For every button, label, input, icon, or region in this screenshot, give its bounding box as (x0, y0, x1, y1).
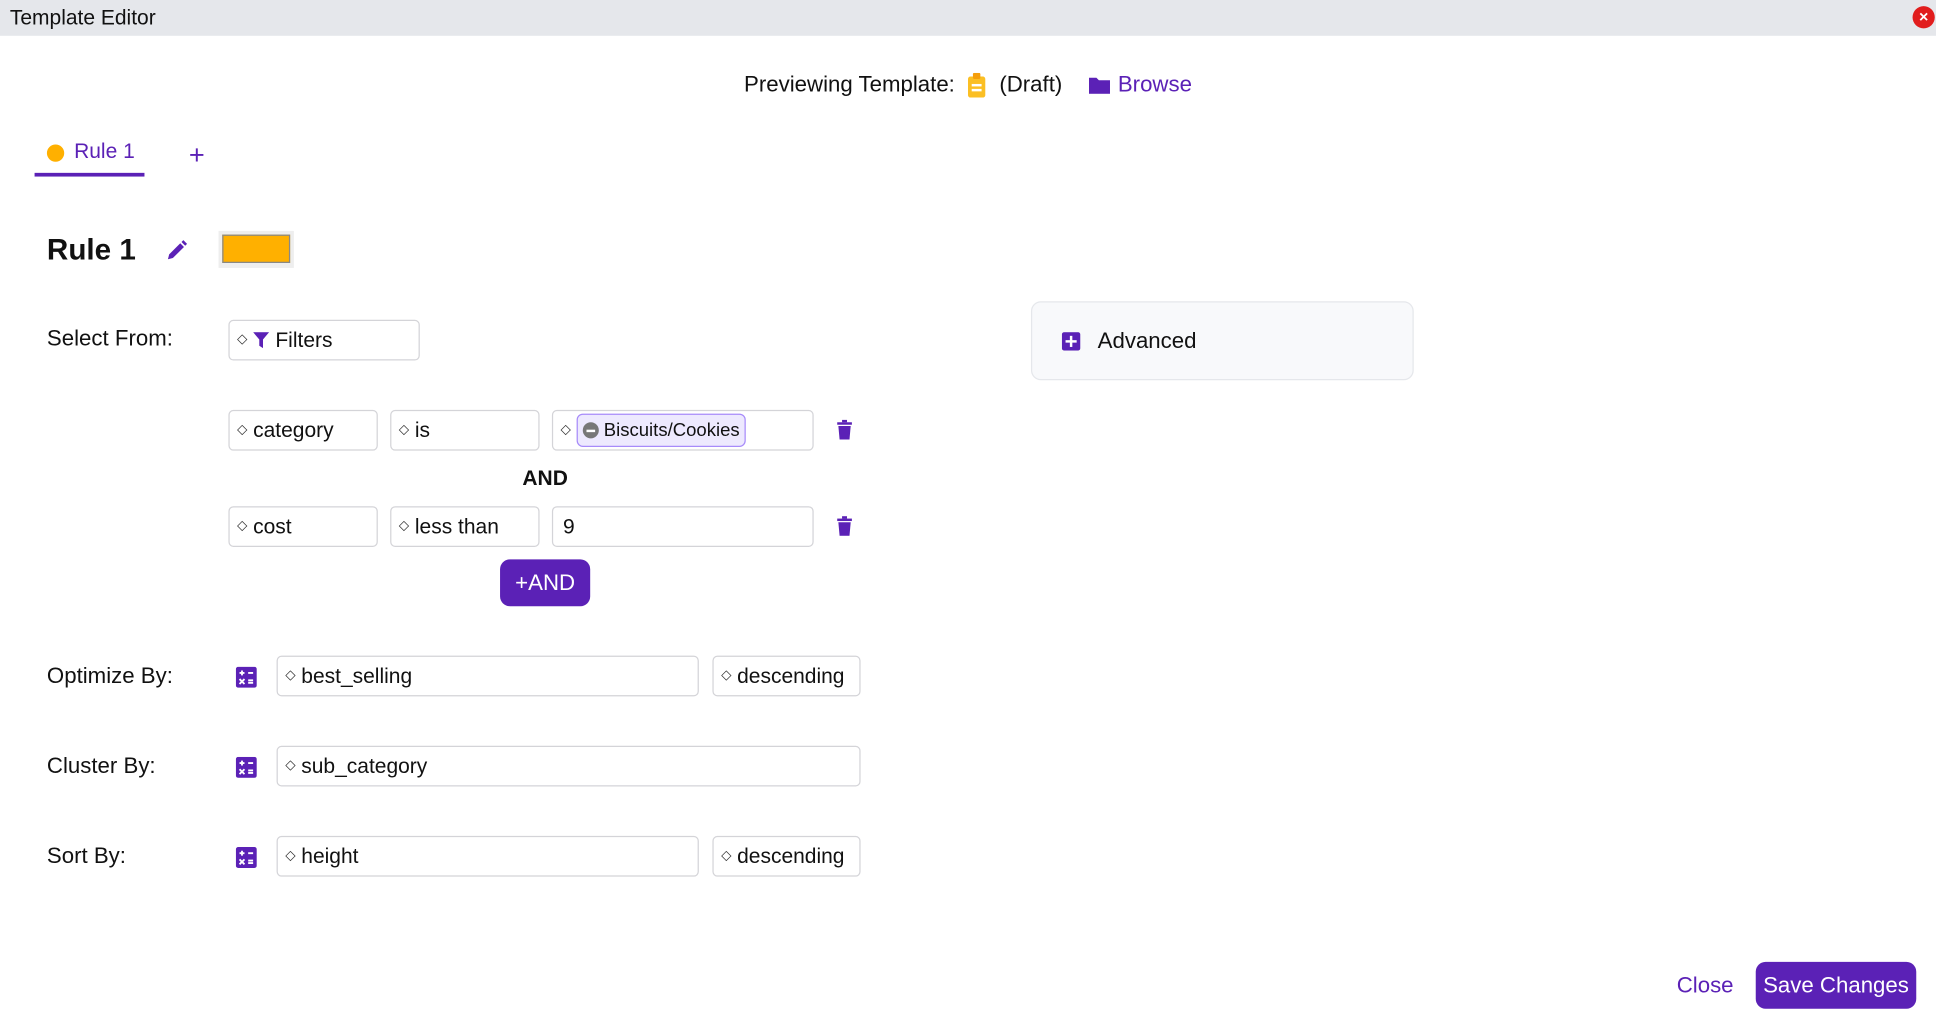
browse-label: Browse (1117, 71, 1192, 97)
chevron-updown-icon: ◇ (398, 422, 410, 438)
draft-status: (Draft) (999, 71, 1063, 97)
chevron-updown-icon: ◇ (285, 667, 296, 683)
filter-operator-value: less than (414, 514, 499, 538)
chevron-updown-icon: ◇ (285, 758, 296, 773)
chevron-updown-icon: ◇ (285, 848, 296, 864)
rule-color-dot (46, 144, 65, 162)
sort-by-label: Sort By: (46, 843, 126, 868)
chevron-updown-icon: ◇ (237, 422, 248, 438)
close-icon[interactable]: × (1912, 6, 1935, 29)
calculator-icon[interactable] (235, 666, 257, 688)
chevron-updown-icon: ◇ (398, 518, 410, 534)
trash-icon[interactable] (837, 516, 852, 536)
color-swatch[interactable] (222, 234, 291, 263)
calculator-icon[interactable] (235, 847, 257, 868)
preview-header: Previewing Template: (Draft) Browse (0, 72, 1936, 98)
close-button[interactable]: Close (1676, 972, 1734, 998)
remove-chip-icon[interactable] (582, 422, 599, 439)
and-separator: AND (522, 466, 568, 491)
select-from-dropdown[interactable]: ◇ Filters (228, 319, 420, 361)
filter-icon (253, 332, 270, 349)
chevron-updown-icon: ◇ (721, 667, 732, 683)
window-title: Template Editor (9, 6, 156, 30)
title-bar (0, 0, 1936, 36)
filter-operator-select[interactable]: ◇ is (390, 409, 540, 451)
optimize-order-value: descending (737, 663, 845, 688)
select-from-label: Select From: (46, 325, 173, 351)
sort-order-select[interactable]: ◇ descending (712, 835, 861, 877)
plus-square-icon (1061, 331, 1081, 351)
optimize-field-select[interactable]: ◇ best_selling (276, 655, 699, 697)
cluster-by-label: Cluster By: (46, 753, 156, 778)
chevron-updown-icon: ◇ (237, 332, 248, 347)
advanced-label: Advanced (1097, 327, 1197, 353)
chevron-updown-icon: ◇ (560, 422, 572, 438)
filter-value-select[interactable]: ◇ Biscuits/Cookies (551, 409, 814, 451)
browse-link[interactable]: Browse (1089, 72, 1192, 98)
filter-operator-select[interactable]: ◇ less than (390, 506, 540, 547)
cluster-field-value: sub_category (301, 753, 428, 778)
sort-order-value: descending (737, 843, 845, 868)
save-changes-button[interactable]: Save Changes (1755, 961, 1917, 1009)
chevron-updown-icon: ◇ (721, 848, 732, 864)
add-rule-button[interactable]: + (188, 139, 205, 171)
preview-label: Previewing Template: (744, 71, 955, 97)
filter-field-select[interactable]: ◇ cost (228, 506, 378, 547)
value-chip[interactable]: Biscuits/Cookies (576, 413, 746, 447)
advanced-panel[interactable]: Advanced (1030, 301, 1414, 381)
pencil-icon[interactable] (165, 240, 188, 262)
filter-field-select[interactable]: ◇ category (228, 409, 378, 451)
calculator-icon[interactable] (235, 756, 257, 778)
filter-field-value: category (253, 417, 334, 442)
sort-field-select[interactable]: ◇ height (276, 835, 699, 877)
clipboard-icon (968, 72, 986, 97)
folder-icon (1089, 77, 1111, 94)
trash-icon[interactable] (837, 419, 852, 440)
add-and-button[interactable]: +AND (500, 559, 591, 607)
filter-operator-value: is (414, 417, 431, 442)
select-from-value: Filters (275, 327, 333, 352)
optimize-by-label: Optimize By: (46, 663, 173, 688)
tab-label: Rule 1 (74, 139, 135, 163)
tab-rule-1[interactable]: Rule 1 (34, 139, 145, 177)
filter-value-text: 9 (563, 514, 575, 538)
chevron-updown-icon: ◇ (237, 518, 248, 534)
filter-field-value: cost (253, 514, 292, 538)
sort-field-value: height (301, 843, 359, 868)
chip-label: Biscuits/Cookies (603, 419, 740, 441)
cluster-field-select[interactable]: ◇ sub_category (276, 745, 861, 787)
optimize-order-select[interactable]: ◇ descending (712, 655, 861, 697)
rule-title: Rule 1 (46, 233, 136, 267)
optimize-field-value: best_selling (301, 663, 413, 688)
filter-value-input[interactable]: 9 (551, 506, 814, 547)
